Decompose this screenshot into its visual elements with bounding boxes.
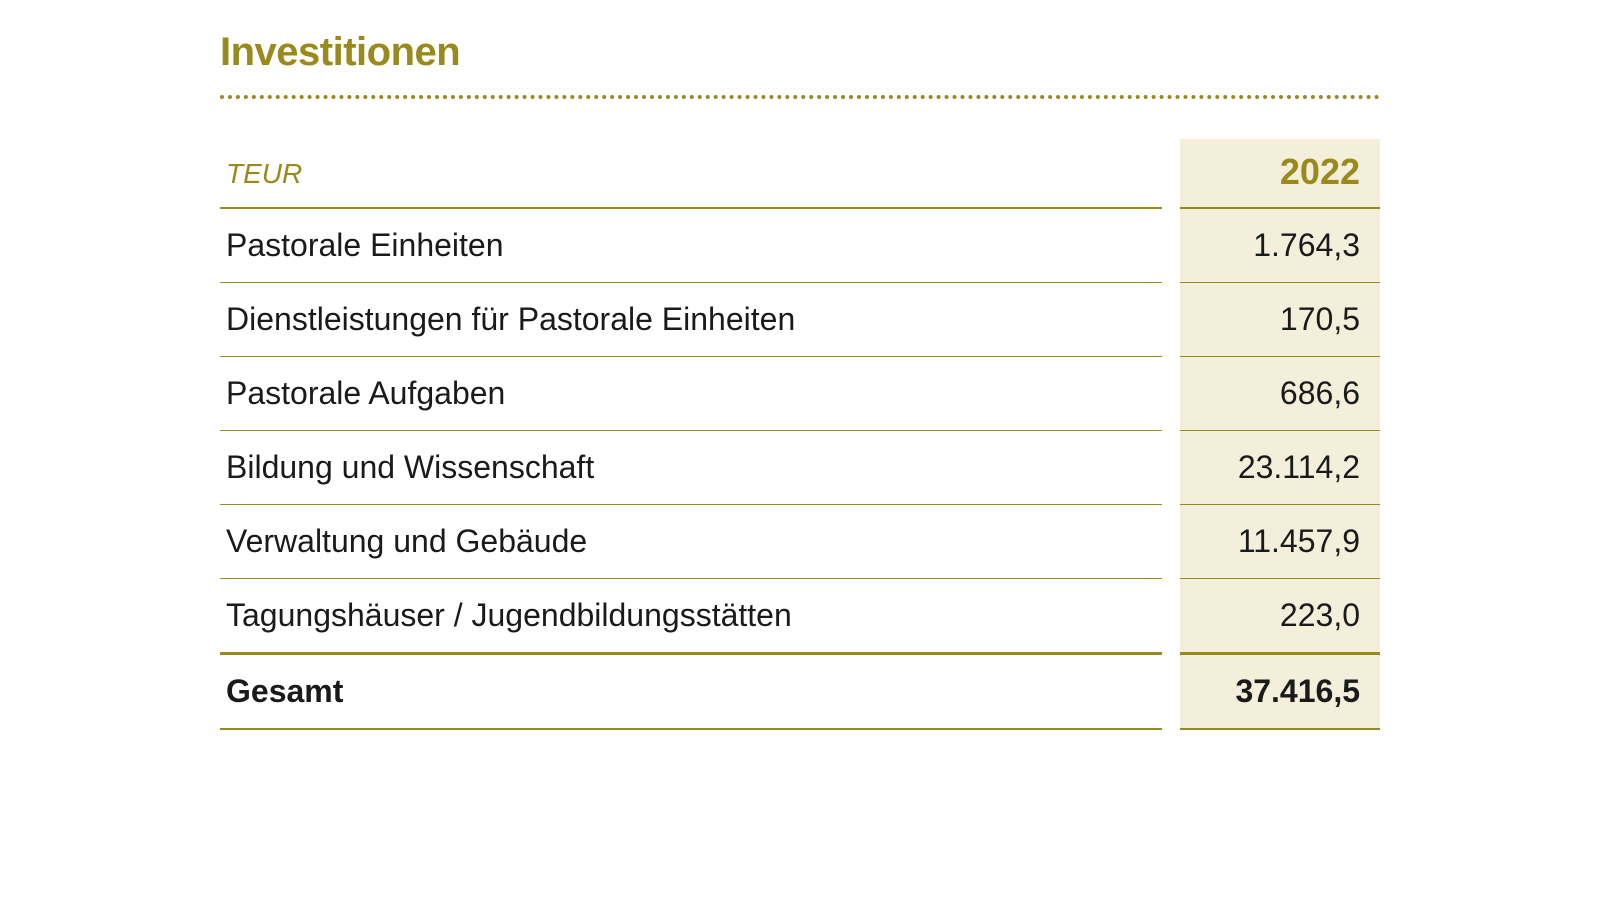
investments-table: TEUR 2022 Pastorale Einheiten1.764,3Dien… (220, 139, 1380, 730)
column-gap (1162, 283, 1180, 357)
column-gap (1162, 139, 1180, 209)
column-gap (1162, 655, 1180, 730)
year-header: 2022 (1180, 139, 1380, 209)
row-value: 686,6 (1180, 357, 1380, 431)
table-row: Pastorale Einheiten1.764,3 (220, 209, 1380, 283)
page-title: Investitionen (220, 30, 1380, 75)
table-row: Pastorale Aufgaben686,6 (220, 357, 1380, 431)
row-label: Dienstleistungen für Pastorale Einheiten (220, 283, 1162, 357)
row-label: Bildung und Wissenschaft (220, 431, 1162, 505)
row-label: Pastorale Aufgaben (220, 357, 1162, 431)
table-row: Verwaltung und Gebäude11.457,9 (220, 505, 1380, 579)
table-total-row: Gesamt37.416,5 (220, 655, 1380, 730)
row-value: 223,0 (1180, 579, 1380, 655)
unit-label: TEUR (226, 158, 302, 189)
column-gap (1162, 357, 1180, 431)
column-gap (1162, 579, 1180, 655)
unit-header: TEUR (220, 139, 1162, 209)
total-value: 37.416,5 (1180, 655, 1380, 730)
table-row: Tagungshäuser / Jugendbildungsstätten223… (220, 579, 1380, 655)
row-value: 170,5 (1180, 283, 1380, 357)
column-gap (1162, 431, 1180, 505)
column-gap (1162, 505, 1180, 579)
year-label: 2022 (1280, 151, 1360, 192)
row-label: Pastorale Einheiten (220, 209, 1162, 283)
row-label: Tagungshäuser / Jugendbildungsstätten (220, 579, 1162, 655)
row-value: 1.764,3 (1180, 209, 1380, 283)
row-value: 11.457,9 (1180, 505, 1380, 579)
table-row: Bildung und Wissenschaft23.114,2 (220, 431, 1380, 505)
column-gap (1162, 209, 1180, 283)
table-header-row: TEUR 2022 (220, 139, 1380, 209)
total-label: Gesamt (220, 655, 1162, 730)
dotted-divider (220, 95, 1380, 99)
row-label: Verwaltung und Gebäude (220, 505, 1162, 579)
row-value: 23.114,2 (1180, 431, 1380, 505)
table-row: Dienstleistungen für Pastorale Einheiten… (220, 283, 1380, 357)
